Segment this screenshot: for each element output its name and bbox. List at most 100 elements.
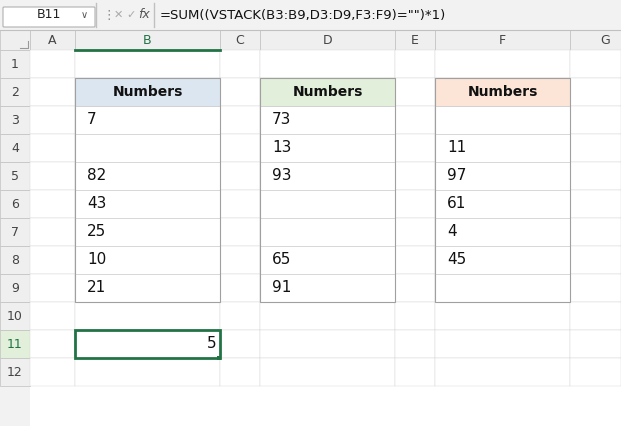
Bar <box>0 246 30 274</box>
Text: ∨: ∨ <box>81 10 88 20</box>
Bar <box>0 0 621 30</box>
Bar <box>260 78 395 106</box>
Bar <box>435 78 570 106</box>
Bar <box>0 190 30 218</box>
Bar <box>30 134 75 162</box>
Text: 3: 3 <box>11 113 19 127</box>
Bar <box>395 30 435 50</box>
Text: Numbers: Numbers <box>468 85 538 99</box>
Bar <box>570 50 621 78</box>
Bar <box>395 190 435 218</box>
Text: 91: 91 <box>272 280 291 296</box>
Bar <box>435 134 570 162</box>
Bar <box>395 330 435 358</box>
Text: 11: 11 <box>447 141 466 155</box>
Bar <box>220 358 260 386</box>
Text: 5: 5 <box>206 337 216 351</box>
Bar <box>395 274 435 302</box>
Bar <box>75 302 220 330</box>
Bar <box>75 218 220 246</box>
Bar <box>395 106 435 134</box>
Bar <box>395 358 435 386</box>
Bar <box>30 190 75 218</box>
Bar <box>0 330 30 358</box>
Bar <box>570 78 621 106</box>
Bar <box>30 78 75 106</box>
Bar <box>75 246 220 274</box>
Bar <box>435 246 570 274</box>
Bar <box>435 78 570 302</box>
Bar <box>75 106 220 134</box>
Bar <box>435 190 570 218</box>
Bar <box>75 274 220 302</box>
Bar <box>75 246 220 274</box>
Text: 25: 25 <box>87 225 106 239</box>
Bar <box>220 218 260 246</box>
Bar <box>435 274 570 302</box>
Bar <box>220 30 260 50</box>
Bar <box>260 246 395 274</box>
Bar <box>0 162 30 190</box>
Bar <box>570 358 621 386</box>
Text: =SUM((VSTACK(B3:B9,D3:D9,F3:F9)="")*1): =SUM((VSTACK(B3:B9,D3:D9,F3:F9)="")*1) <box>160 9 446 21</box>
Text: 61: 61 <box>447 196 466 211</box>
Text: 97: 97 <box>447 169 466 184</box>
Bar <box>570 330 621 358</box>
Bar <box>220 78 260 106</box>
Bar <box>75 78 220 106</box>
Bar <box>435 30 570 50</box>
Bar <box>75 134 220 162</box>
Bar <box>30 274 75 302</box>
Bar <box>260 246 395 274</box>
Text: 10: 10 <box>87 253 106 268</box>
Bar <box>435 78 570 106</box>
Bar <box>395 50 435 78</box>
Bar <box>260 358 395 386</box>
Bar <box>75 78 220 106</box>
Bar <box>0 302 30 330</box>
Bar <box>220 190 260 218</box>
Text: 9: 9 <box>11 282 19 294</box>
Bar <box>395 302 435 330</box>
Text: F: F <box>499 34 506 46</box>
Bar <box>30 358 75 386</box>
Bar <box>30 50 75 78</box>
Bar <box>435 106 570 134</box>
Text: 10: 10 <box>7 310 23 322</box>
Text: 93: 93 <box>272 169 291 184</box>
Bar <box>30 106 75 134</box>
Text: E: E <box>411 34 419 46</box>
Bar <box>220 134 260 162</box>
Bar <box>220 330 260 358</box>
Bar <box>435 162 570 190</box>
Bar <box>0 78 30 106</box>
Bar <box>75 78 220 302</box>
Bar <box>0 106 30 134</box>
Bar <box>0 134 30 162</box>
Bar <box>260 274 395 302</box>
Text: D: D <box>323 34 332 46</box>
Bar <box>260 134 395 162</box>
Text: Numbers: Numbers <box>112 85 183 99</box>
Text: Numbers: Numbers <box>292 85 363 99</box>
Bar <box>260 218 395 246</box>
Bar <box>75 330 220 358</box>
Bar <box>260 190 395 218</box>
Text: 2: 2 <box>11 86 19 98</box>
Bar <box>435 358 570 386</box>
Bar <box>75 274 220 302</box>
Bar <box>75 134 220 162</box>
Bar <box>435 274 570 302</box>
Text: ⋮: ⋮ <box>102 9 114 21</box>
Bar <box>75 330 220 358</box>
Text: A: A <box>48 34 57 46</box>
Text: 1: 1 <box>11 58 19 70</box>
Text: B11: B11 <box>37 9 61 21</box>
Bar <box>260 218 395 246</box>
Bar <box>570 30 621 50</box>
Text: 21: 21 <box>87 280 106 296</box>
Text: C: C <box>235 34 245 46</box>
Text: 4: 4 <box>11 141 19 155</box>
Bar <box>435 302 570 330</box>
Bar <box>75 218 220 246</box>
